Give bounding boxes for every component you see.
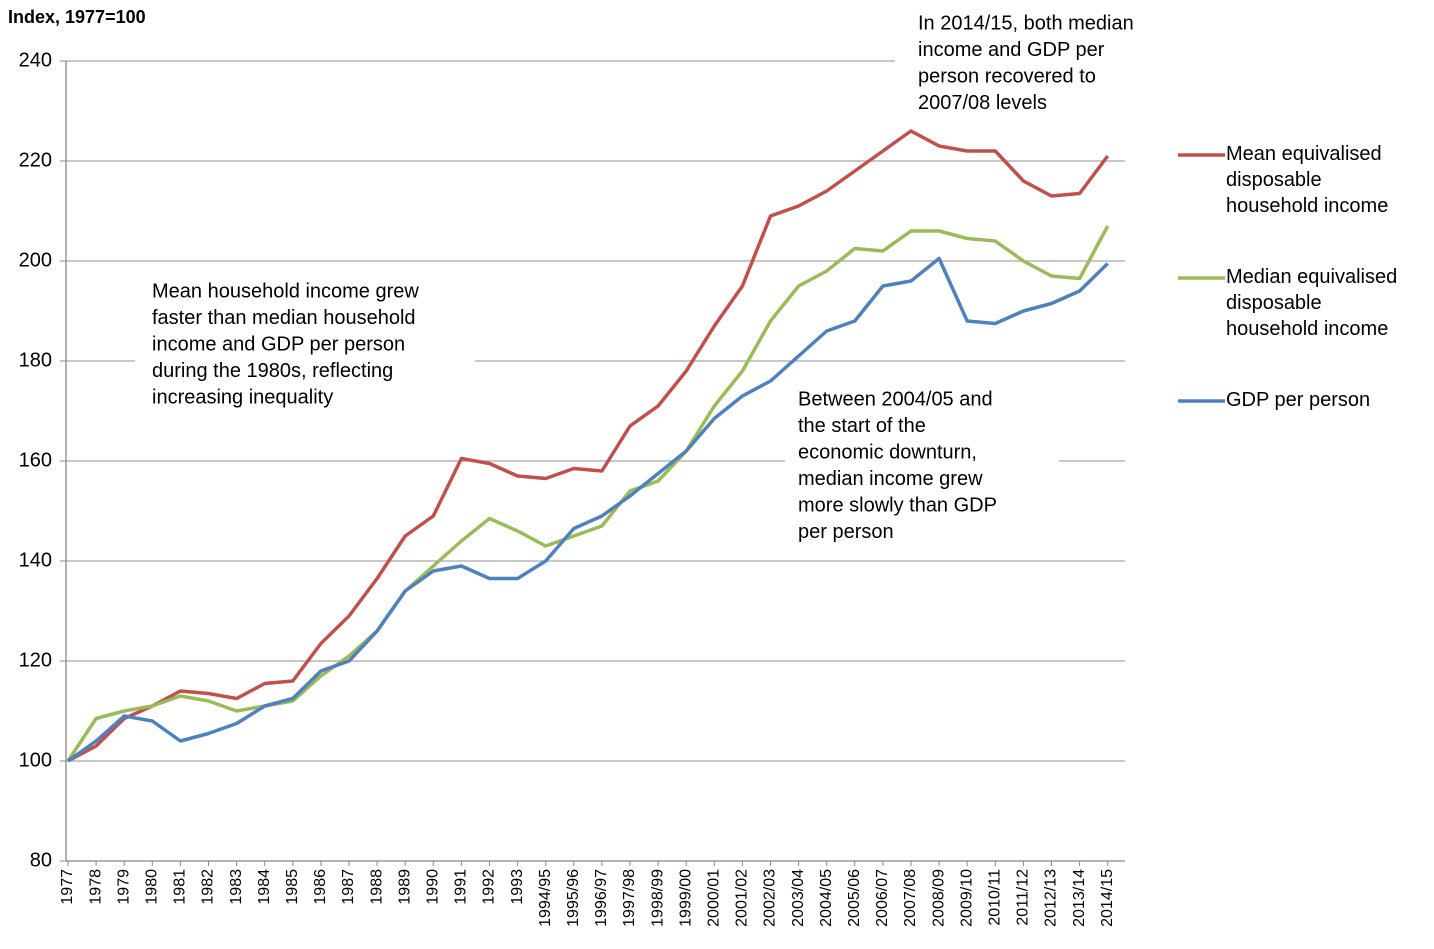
x-tick-label: 1980 (144, 869, 161, 905)
annotation: the start of the (798, 415, 926, 437)
x-tick-label: 2006/07 (874, 869, 891, 927)
annotation: faster than median household (152, 307, 416, 329)
series-line (66, 225, 1110, 762)
y-tick-label: 240 (19, 49, 52, 71)
x-tick-label: 2013/14 (1071, 869, 1088, 927)
x-tick-label: 1990 (425, 869, 442, 905)
annotation: increasing inequality (152, 386, 333, 408)
annotation: during the 1980s, reflecting (152, 360, 393, 382)
x-tick-label: 2010/11 (987, 869, 1004, 926)
x-tick-label: 1979 (115, 869, 132, 905)
x-tick-label: 1993 (509, 869, 526, 905)
x-tick-label: 1989 (396, 869, 413, 905)
annotation: In 2014/15, both median (918, 12, 1134, 34)
x-tick-label: 1983 (228, 869, 245, 905)
annotation-box (785, 384, 1059, 546)
series-line (67, 129, 1110, 763)
x-tick-label: 2008/09 (930, 869, 947, 927)
annotation: income and GDP per (918, 39, 1105, 61)
legend-label: Median equivalised disposable household … (1226, 266, 1403, 340)
annotation: more slowly than GDP (798, 494, 997, 516)
x-tick-label: 2000/01 (706, 869, 723, 927)
x-tick-label: 2007/08 (902, 869, 919, 927)
y-tick-label: 160 (19, 449, 52, 471)
x-tick-label: 1981 (172, 869, 189, 905)
x-tick-label: 2011/12 (1015, 869, 1032, 926)
x-tick-label: 2001/02 (734, 869, 751, 927)
x-tick-label: 1978 (87, 869, 104, 905)
y-tick-label: 80 (30, 849, 52, 871)
y-tick-label: 180 (19, 349, 52, 371)
legend-label: Mean equivalised disposable household in… (1226, 143, 1388, 217)
y-tick-label: 120 (19, 649, 52, 671)
annotation: income and GDP per person (152, 333, 405, 355)
x-tick-label: 2002/03 (762, 869, 779, 927)
annotation: economic downturn, (798, 441, 977, 463)
annotation: person recovered to (918, 65, 1096, 87)
annotation: Between 2004/05 and (798, 388, 993, 410)
annotation: median income grew (798, 468, 983, 490)
y-axis-label: Index, 1977=100 (8, 7, 146, 27)
x-tick-label: 2005/06 (846, 869, 863, 927)
x-tick-label: 1992 (481, 869, 498, 905)
x-tick-label: 2014/15 (1099, 869, 1116, 927)
x-tick-label: 1986 (312, 869, 329, 905)
x-tick-label: 1982 (200, 869, 217, 905)
y-tick-label: 140 (19, 549, 52, 571)
x-tick-label: 1988 (368, 869, 385, 905)
y-tick-label: 200 (19, 249, 52, 271)
x-tick-label: 2003/04 (790, 869, 807, 927)
x-tick-label: 2009/10 (958, 869, 975, 927)
x-tick-label: 1987 (340, 869, 357, 905)
x-tick-label: 1998/99 (649, 869, 666, 927)
x-tick-label: 2004/05 (818, 869, 835, 927)
x-tick-label: 1996/97 (593, 869, 610, 927)
annotation: Mean household income grew (152, 280, 419, 302)
x-tick-label: 1997/98 (621, 869, 638, 927)
series-line (66, 256, 1109, 763)
annotation-box (135, 275, 475, 411)
x-tick-label: 1999/00 (677, 869, 694, 927)
annotation: 2007/08 levels (918, 92, 1047, 114)
x-tick-label: 1995/96 (565, 869, 582, 927)
annotation: per person (798, 521, 894, 543)
x-tick-label: 1985 (284, 869, 301, 905)
x-tick-label: 1977 (59, 869, 76, 905)
legend-label: GDP per person (1226, 389, 1370, 411)
y-tick-label: 100 (19, 749, 52, 771)
x-tick-label: 1994/95 (537, 869, 554, 927)
x-tick-label: 2012/13 (1043, 869, 1060, 927)
y-tick-label: 220 (19, 149, 52, 171)
x-tick-label: 1991 (453, 869, 470, 905)
annotation-box (895, 5, 1170, 117)
x-tick-label: 1984 (256, 869, 273, 905)
